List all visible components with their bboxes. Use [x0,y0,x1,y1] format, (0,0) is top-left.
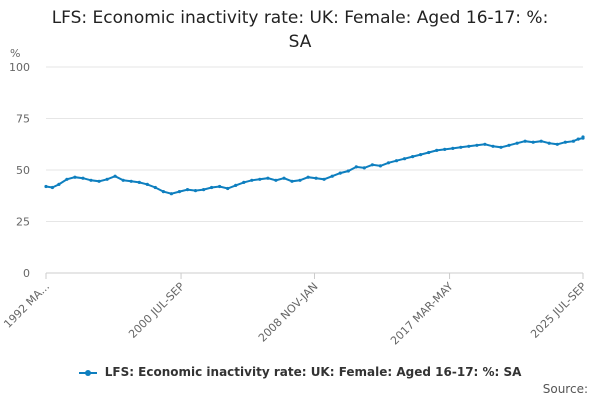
y-axis-ticks: 0 25 50 75 100 [9,61,30,280]
data-point[interactable] [322,177,326,181]
chart-title-line1: LFS: Economic inactivity rate: UK: Femal… [51,8,549,28]
data-point[interactable] [290,179,294,183]
data-point[interactable] [145,182,149,186]
data-point[interactable] [581,135,585,139]
data-point[interactable] [73,175,77,179]
legend[interactable]: LFS: Economic inactivity rate: UK: Femal… [0,365,600,379]
data-point[interactable] [274,178,278,182]
data-point[interactable] [547,141,551,145]
data-point[interactable] [563,140,567,144]
data-point[interactable] [370,163,374,167]
data-point[interactable] [467,144,471,148]
data-point[interactable] [411,155,415,159]
x-axis: 1992 MA... 2000 JUL-SEP 2008 NOV-JAN 2017 M… [1,273,589,348]
data-point[interactable] [354,165,358,169]
data-point[interactable] [81,176,85,180]
data-point[interactable] [499,145,503,149]
series-points [44,135,585,196]
data-point[interactable] [459,145,463,149]
data-point[interactable] [475,143,479,147]
data-point[interactable] [105,177,109,181]
data-point[interactable] [427,150,431,155]
data-point[interactable] [113,174,117,178]
y-tick-label: 0 [23,267,30,280]
data-point[interactable] [282,176,286,180]
data-point[interactable] [298,178,302,182]
data-point[interactable] [226,186,230,191]
data-point[interactable] [161,190,165,194]
data-point[interactable] [576,137,580,141]
series-line[interactable] [45,137,584,195]
legend-label: LFS: Economic inactivity rate: UK: Femal… [104,365,522,379]
data-point[interactable] [218,184,222,189]
data-point[interactable] [202,188,206,192]
legend-swatch [78,369,97,376]
data-point[interactable] [258,177,262,181]
data-point[interactable] [210,185,214,190]
data-point[interactable] [571,139,576,143]
data-point[interactable] [44,184,48,189]
x-tick-label: 2008 NOV-JAN [256,280,321,345]
gridlines [46,66,583,274]
data-point[interactable] [507,143,511,147]
data-point[interactable] [250,178,254,182]
data-point[interactable] [338,171,342,175]
data-point[interactable] [362,166,366,170]
data-point[interactable] [451,146,455,150]
data-point[interactable] [491,144,495,148]
x-tick-label: 2000 JUL-SEP [126,280,187,341]
x-tick-label: 1992 MA... [1,280,52,331]
data-point[interactable] [515,141,519,145]
data-point[interactable] [50,185,55,190]
data-point[interactable] [523,139,527,143]
data-point[interactable] [306,175,310,179]
data-point[interactable] [242,180,246,184]
data-point[interactable] [394,159,399,163]
data-point[interactable] [483,142,487,146]
data-point[interactable] [177,190,181,194]
data-point[interactable] [129,179,133,183]
x-tick-label: 2017 MAR-MAY [388,280,456,348]
data-point[interactable] [330,174,334,178]
data-point[interactable] [314,176,318,180]
data-point[interactable] [402,157,407,161]
chart-title: LFS: Economic inactivity rate: UK: Femal… [0,6,600,54]
data-point[interactable] [185,188,190,192]
data-point[interactable] [97,179,101,183]
data-point[interactable] [419,153,423,157]
data-point[interactable] [531,140,535,144]
y-tick-label: 100 [9,61,30,74]
y-tick-label: 75 [16,113,30,126]
data-point[interactable] [555,142,559,146]
data-point[interactable] [121,178,125,182]
data-point[interactable] [386,161,391,165]
data-point[interactable] [89,178,93,182]
data-point[interactable] [137,180,141,184]
data-point[interactable] [193,189,198,193]
data-point[interactable] [346,169,350,173]
data-point[interactable] [539,139,543,143]
y-axis-label: % [10,47,20,60]
data-point[interactable] [443,147,447,151]
data-point[interactable] [435,148,439,152]
data-point[interactable] [57,182,61,186]
data-point[interactable] [169,192,173,196]
y-tick-label: 50 [16,164,30,177]
data-point[interactable] [378,164,382,168]
x-tick-label: 2025 JUL-SEP [528,280,589,341]
data-point[interactable] [266,176,270,180]
chart-title-line2: SA [288,32,312,52]
data-point[interactable] [65,177,69,181]
source-label: Source: [542,382,588,396]
data-point[interactable] [234,183,238,187]
y-tick-label: 25 [16,216,30,229]
data-point[interactable] [153,185,157,190]
